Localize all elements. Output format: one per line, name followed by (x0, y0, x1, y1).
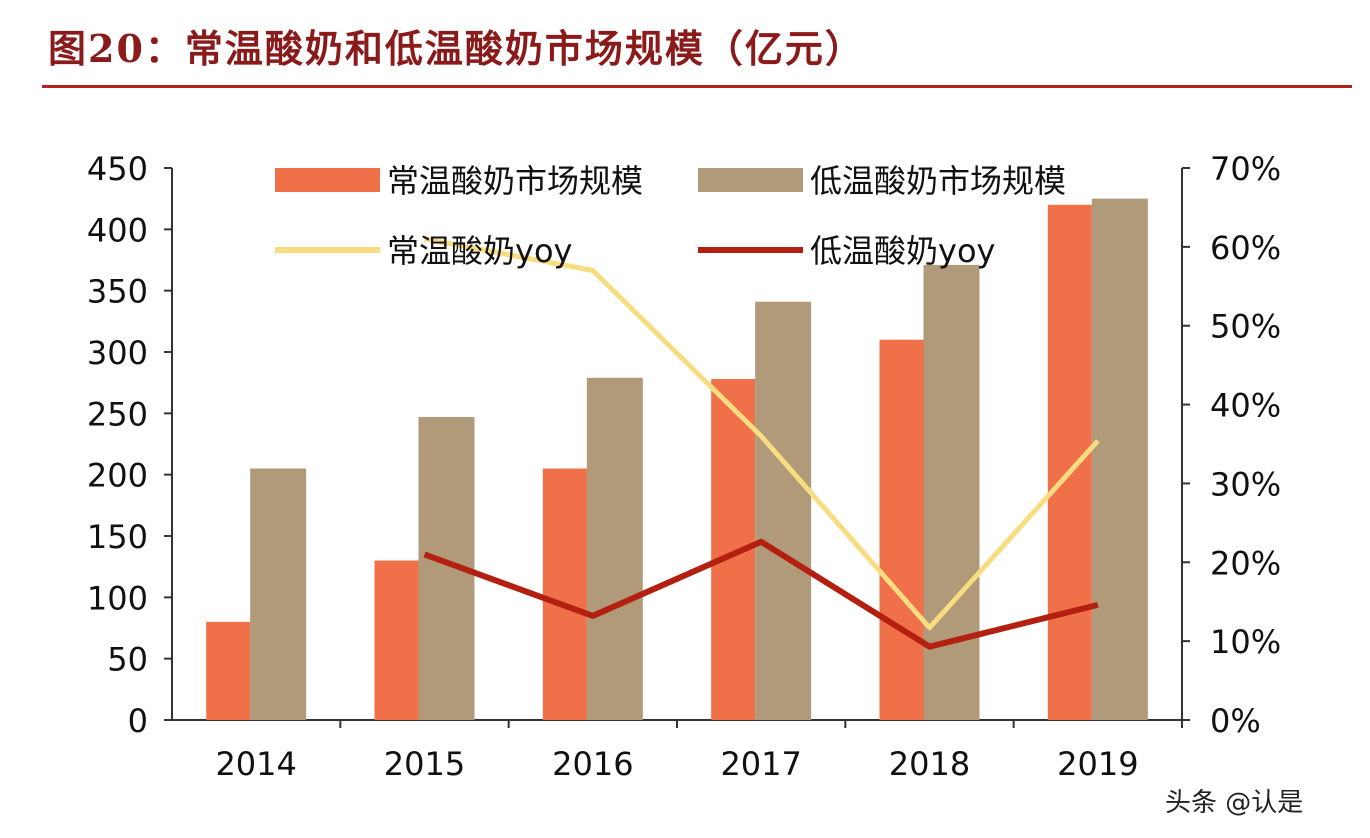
bar-diwen (250, 468, 307, 720)
bar-changwen (374, 560, 419, 720)
x-tick-label: 2018 (889, 745, 970, 783)
title-divider (42, 85, 1352, 88)
y-tick-label: 400 (87, 211, 148, 249)
line-diwen-yoy (423, 538, 1099, 650)
y2-tick-label: 0% (1210, 702, 1261, 740)
legend-label: 低温酸奶yoy (810, 232, 995, 270)
legend-label: 低温酸奶市场规模 (810, 162, 1066, 200)
y-tick-label: 300 (87, 334, 148, 372)
bar-changwen (206, 621, 251, 720)
chart-title: 图20：常温酸奶和低温酸奶市场规模（亿元） (48, 26, 865, 71)
bar-changwen (1047, 204, 1092, 721)
x-tick-label: 2017 (720, 745, 801, 783)
y-tick-label: 50 (107, 641, 148, 679)
legend-swatch (698, 168, 803, 192)
y2-tick-label: 30% (1210, 465, 1281, 503)
y2-tick-label: 40% (1210, 387, 1281, 425)
y-tick-label: 450 (87, 150, 148, 188)
y2-tick-label: 50% (1210, 308, 1281, 346)
x-tick-label: 2015 (384, 745, 465, 783)
watermark: 头条 @认是 (1165, 788, 1304, 818)
legend-swatch (275, 168, 380, 192)
bar-changwen (542, 468, 587, 720)
y2-tick-label: 70% (1210, 150, 1281, 188)
bar-diwen (586, 377, 643, 720)
x-tick-label: 2019 (1057, 745, 1138, 783)
bar-diwen (755, 301, 812, 720)
bar-changwen (879, 339, 924, 720)
line-changwen-yoy (424, 236, 1100, 631)
y2-tick-label: 60% (1210, 229, 1281, 267)
bar-diwen (1091, 198, 1148, 720)
x-tick-label: 2016 (552, 745, 633, 783)
y-tick-label: 200 (87, 457, 148, 495)
x-tick-label: 2014 (215, 745, 296, 783)
legend-label: 常温酸奶市场规模 (387, 162, 643, 200)
y-tick-label: 150 (87, 518, 148, 556)
y2-tick-label: 20% (1210, 544, 1281, 582)
y-tick-label: 0 (128, 702, 148, 740)
y-tick-label: 250 (87, 395, 148, 433)
y-tick-label: 100 (87, 579, 148, 617)
bar-diwen (923, 264, 980, 720)
legend-label: 常温酸奶yoy (387, 232, 572, 270)
y-tick-label: 350 (87, 273, 148, 311)
y2-tick-label: 10% (1210, 623, 1281, 661)
